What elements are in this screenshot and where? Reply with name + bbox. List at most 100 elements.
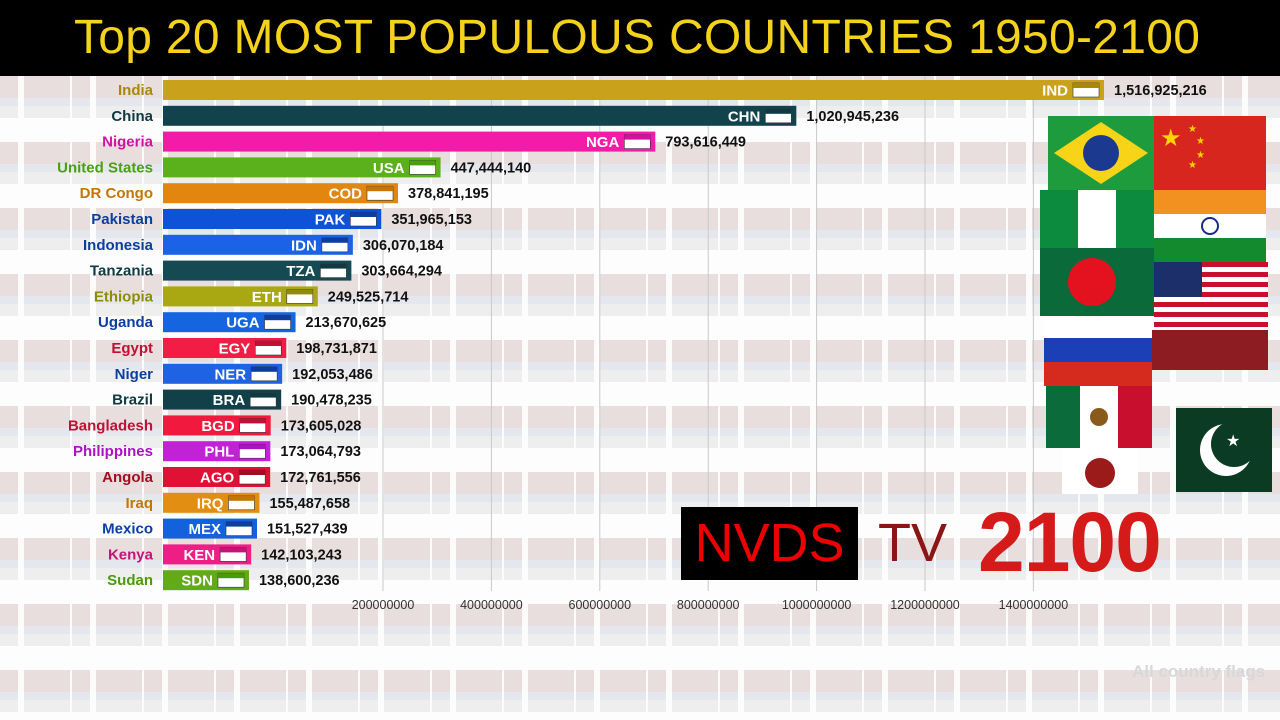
brand-tv: TV	[878, 513, 948, 573]
bar	[163, 209, 382, 229]
country-code-label: COD	[329, 186, 363, 203]
bar-row: Ethiopia ETH 249,525,714	[94, 286, 408, 307]
bar-row: Uganda UGA 213,670,625	[98, 312, 387, 333]
bar-row: United States USA 447,444,140	[57, 157, 532, 178]
nigeria-flag-icon	[1040, 190, 1154, 248]
country-label: China	[111, 108, 153, 125]
country-code-label: SDN	[181, 573, 213, 590]
bar	[163, 312, 296, 333]
value-label: 138,600,236	[259, 573, 340, 589]
svg-text:★: ★	[1196, 150, 1205, 161]
country-label: Angola	[102, 469, 153, 486]
flag-stripe	[239, 470, 266, 475]
value-label: 192,053,486	[292, 367, 373, 383]
bar-row: Indonesia IDN 306,070,184	[83, 234, 444, 255]
value-label: 351,965,153	[391, 212, 472, 228]
flag-stripe	[220, 547, 247, 553]
flag-stripe	[286, 289, 313, 295]
country-code-label: IND	[1042, 83, 1068, 100]
value-label: 173,605,028	[281, 418, 362, 434]
usa-flag-icon	[1154, 262, 1268, 328]
india-flag-icon	[1154, 190, 1266, 262]
flag-stripe	[250, 392, 277, 398]
bar-row: Tanzania TZA 303,664,294	[90, 260, 442, 281]
country-label: DR Congo	[80, 185, 153, 202]
flag-stripe	[409, 160, 436, 166]
country-label: Iraq	[125, 495, 153, 512]
country-label: Indonesia	[83, 237, 154, 254]
x-tick-label: 1200000000	[890, 598, 960, 612]
bangladesh-flag-icon	[1040, 248, 1154, 316]
flag-stripe	[367, 186, 394, 192]
bar	[163, 131, 656, 152]
country-code-label: BGD	[201, 418, 235, 435]
value-label: 447,444,140	[451, 160, 532, 176]
bar-row: Brazil BRA 190,478,235	[112, 389, 372, 410]
bar	[163, 183, 399, 204]
value-label: 1,020,945,236	[806, 109, 899, 125]
value-label: 172,761,556	[280, 470, 361, 486]
value-label: 198,731,871	[296, 341, 377, 357]
value-label: 378,841,195	[408, 186, 489, 202]
flag-stripe	[239, 418, 266, 424]
flag-stripe	[239, 444, 266, 450]
value-label: 793,616,449	[665, 135, 746, 151]
china-flag-icon: ★ ★ ★ ★ ★	[1154, 116, 1266, 190]
value-label: 151,527,439	[267, 522, 348, 538]
value-label: 303,664,294	[361, 264, 442, 280]
country-label: Mexico	[102, 521, 153, 538]
value-label: 1,516,925,216	[1114, 83, 1207, 99]
bar-row: Bangladesh BGD 173,605,028	[68, 415, 362, 436]
bar-row: Niger NER 192,053,486	[115, 363, 373, 384]
red-flag-icon	[1152, 330, 1268, 370]
flag-stripe	[765, 108, 792, 114]
x-tick-label: 600000000	[569, 598, 632, 612]
country-label: Egypt	[111, 340, 153, 357]
country-code-label: AGO	[200, 470, 235, 487]
brand-nvds: NVDS	[694, 513, 845, 573]
country-code-label: PHL	[204, 444, 234, 461]
bar-row: China CHN 1,020,945,236	[111, 105, 899, 126]
mexico-flag-icon	[1046, 386, 1152, 448]
country-label: Brazil	[112, 392, 153, 409]
bar	[163, 80, 1104, 100]
bar	[163, 157, 441, 178]
bar-row: Egypt EGY 198,731,871	[111, 338, 377, 358]
bar-row: DR Congo COD 378,841,195	[80, 183, 489, 204]
value-label: 306,070,184	[363, 238, 444, 254]
country-label: Tanzania	[90, 263, 154, 280]
svg-text:★: ★	[1188, 124, 1197, 135]
chart-bars: India IND 1,516,925,216 China CHN 1,020,945,2…	[57, 80, 1207, 591]
russia-flag-icon	[1044, 318, 1152, 386]
japan-flag-icon	[1062, 448, 1138, 494]
flag-stripe	[255, 341, 282, 346]
bar-row: Iraq IRQ 155,487,658	[125, 492, 350, 513]
country-code-label: CHN	[728, 108, 761, 125]
svg-text:★: ★	[1188, 160, 1197, 171]
brazil-flag-icon	[1048, 116, 1154, 190]
flag-stripe	[320, 263, 347, 269]
background-caption: All country flags	[1132, 662, 1266, 681]
bar	[163, 286, 318, 307]
bar-row: Kenya KEN 142,103,243	[108, 544, 342, 565]
page-title: Top 20 MOST POPULOUS COUNTRIES 1950-2100	[74, 11, 1201, 64]
country-label: Uganda	[98, 314, 154, 331]
flag-stripe	[251, 366, 278, 372]
country-code-label: PAK	[315, 212, 346, 229]
country-label: Nigeria	[102, 134, 154, 151]
country-label: Pakistan	[91, 211, 153, 228]
brand-logo-box: NVDS	[681, 507, 858, 580]
x-tick-label: 400000000	[460, 598, 523, 612]
flag-cluster: ★ ★ ★ ★ ★	[1040, 116, 1272, 494]
country-code-label: KEN	[183, 547, 215, 564]
bar	[163, 234, 353, 255]
x-tick-label: 800000000	[677, 598, 740, 612]
x-tick-label: 1000000000	[782, 598, 852, 612]
value-label: 213,670,625	[306, 315, 387, 331]
bar-row: Sudan SDN 138,600,236	[107, 570, 340, 591]
value-label: 190,478,235	[291, 393, 372, 409]
flag-stripe	[624, 134, 651, 140]
country-code-label: NER	[214, 366, 246, 383]
bar-row: Philippines PHL 173,064,793	[73, 441, 361, 462]
value-label: 173,064,793	[280, 444, 361, 460]
